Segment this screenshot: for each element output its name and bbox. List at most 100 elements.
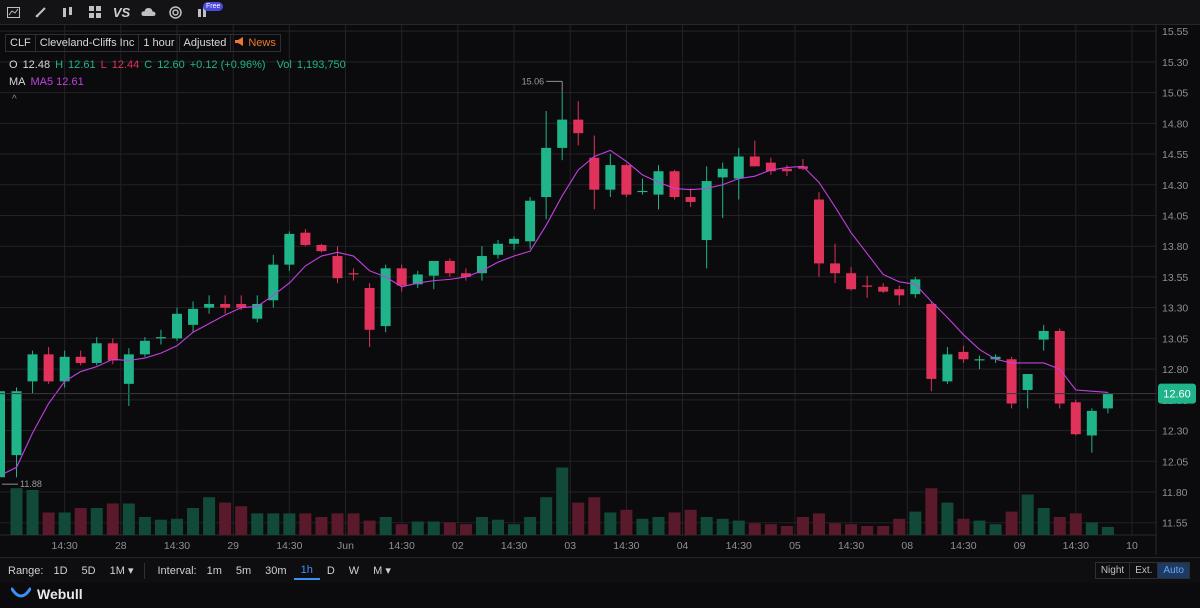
candle-body (509, 238, 520, 244)
company-name: Cleveland-Cliffs Inc (36, 35, 140, 51)
candle-body (557, 119, 568, 148)
volume-bar (58, 512, 71, 535)
candle-body (493, 243, 503, 255)
candle-body (958, 351, 969, 360)
candle-body (1006, 359, 1017, 404)
candle-body (43, 354, 54, 382)
chart-type-icon[interactable] (0, 0, 27, 24)
candle-body (220, 303, 231, 308)
range-interval-bar: Range: 1D 5D 1M ▾ Interval: 1m 5m 30m 1h… (0, 557, 1200, 583)
volume-bar (331, 513, 344, 535)
range-1m[interactable]: 1M ▾ (109, 565, 134, 577)
ma5-value: MA5 12.61 (30, 76, 84, 88)
volume-bar (1085, 522, 1098, 535)
extended-hours-button[interactable]: Ext. (1130, 563, 1159, 578)
x-tick-label: 03 (564, 540, 576, 552)
auto-mode-button[interactable]: Auto (1158, 563, 1189, 578)
draw-icon[interactable] (27, 0, 54, 24)
y-tick-label: 14.05 (1162, 210, 1188, 222)
volume-bar (10, 488, 23, 535)
y-tick-label: 11.80 (1162, 487, 1188, 499)
divider (144, 562, 146, 579)
candle-body (300, 232, 311, 245)
candle-body (765, 162, 776, 172)
volume-bar (668, 512, 681, 535)
range-1d[interactable]: 1D (53, 564, 68, 577)
candle-body (107, 343, 118, 361)
alerts-icon[interactable]: Free (189, 0, 224, 24)
volume-bar (989, 524, 1002, 535)
news-button[interactable]: News (231, 35, 280, 51)
collapse-indicators-button[interactable]: ^ (12, 94, 17, 105)
x-tick-label: Jun (337, 540, 354, 552)
volume-bar (524, 517, 537, 535)
volume-bar (684, 509, 697, 535)
volume-bar (796, 517, 809, 535)
candle-body (701, 181, 712, 241)
x-tick-label: 02 (452, 540, 464, 552)
x-tick-label: 14:30 (838, 540, 864, 552)
volume-bar (732, 520, 745, 535)
volume-label: Vol (276, 59, 292, 71)
ohlc-row: O 12.48 H 12.61 L 12.44 C 12.60 +0.12 (+… (9, 59, 346, 71)
range-5d[interactable]: 5D (81, 564, 96, 577)
ticker-symbol[interactable]: CLF (6, 35, 36, 51)
y-tick-label: 14.30 (1162, 180, 1188, 192)
candle-body (637, 190, 648, 193)
y-tick-label: 12.30 (1162, 426, 1188, 438)
volume-bar (90, 508, 103, 535)
volume-bar (379, 517, 392, 535)
price-chart[interactable]: 15.55 15.30 15.05 14.80 14.55 14.30 14.05 13.80… (0, 25, 1200, 555)
candle-body (733, 156, 744, 179)
volume-bar (636, 518, 649, 535)
x-tick-label: 09 (1014, 540, 1026, 552)
interval-30m[interactable]: 30m (265, 564, 287, 577)
interval-w[interactable]: W (348, 564, 360, 577)
min-price-label: 11.88 (20, 479, 42, 489)
candle-body (589, 157, 600, 190)
candle-body (781, 168, 792, 172)
templates-icon[interactable] (81, 0, 108, 24)
candle-body (1054, 331, 1065, 404)
x-tick-label: 14:30 (501, 540, 527, 552)
volume-bar (861, 526, 874, 535)
volume-bar (813, 513, 825, 535)
candle-body (75, 356, 86, 363)
compare-icon[interactable]: VS (112, 4, 131, 20)
candle-body (123, 354, 134, 384)
night-mode-button[interactable]: Night (1096, 563, 1131, 578)
adjusted-toggle[interactable]: Adjusted (180, 35, 232, 51)
candle-body (541, 147, 552, 198)
interval-m[interactable]: M ▾ (373, 565, 391, 577)
volume-bar (973, 520, 986, 535)
interval-1h[interactable]: 1h (293, 562, 320, 580)
volume-bar (347, 513, 360, 535)
ma-label[interactable]: MA (9, 76, 26, 88)
volume-bar (1037, 508, 1050, 535)
x-tick-label: 05 (789, 540, 801, 552)
candle-body (204, 303, 215, 308)
candle-body (11, 391, 22, 456)
candle-body (942, 354, 953, 382)
candle-body (685, 197, 696, 202)
indicators-icon[interactable] (54, 0, 81, 24)
volume-bar (925, 488, 938, 535)
cloud-icon[interactable] (135, 0, 162, 24)
target-icon[interactable] (162, 0, 189, 24)
interval-selector[interactable]: 1 hour (139, 35, 180, 51)
interval-d[interactable]: D (326, 564, 335, 577)
candle-body (268, 264, 279, 301)
candle-body (412, 274, 423, 285)
webull-logo-icon (10, 586, 32, 602)
ma5-line (3, 149, 1108, 475)
y-tick-label: 12.80 (1162, 364, 1188, 376)
interval-1m[interactable]: 1m (206, 564, 222, 577)
volume-bar (459, 524, 472, 535)
volume-bar (764, 524, 777, 535)
y-tick-label: 11.55 (1162, 518, 1188, 530)
volume-bar (652, 517, 665, 535)
interval-5m[interactable]: 5m (235, 564, 252, 577)
candle-body (814, 199, 824, 264)
volume-bar (877, 526, 890, 535)
x-tick-label: 14:30 (613, 540, 639, 552)
